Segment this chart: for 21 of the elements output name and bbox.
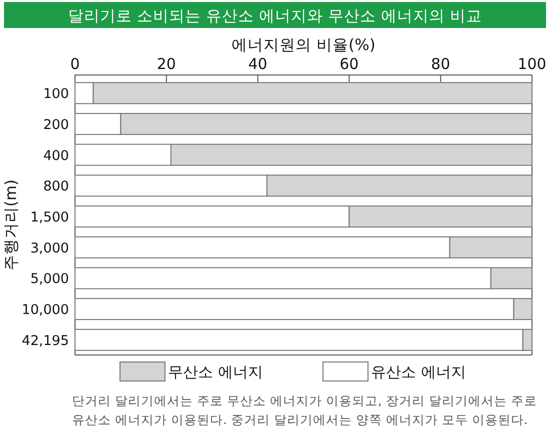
y-tick-label: 200 (43, 116, 69, 133)
legend-label: 무산소 에너지 (168, 363, 263, 381)
x-tick-label: 60 (340, 55, 359, 73)
x-axis-title: 에너지원의 비율(%) (232, 36, 376, 54)
x-tick-label: 0 (70, 55, 80, 73)
y-axis-title: 주행거리(m) (2, 179, 20, 271)
x-tick-label: 100 (518, 55, 546, 73)
y-tick-label: 800 (43, 178, 69, 195)
x-tick-label: 20 (156, 55, 176, 73)
y-tick-label: 10,000 (22, 302, 69, 318)
legend-label: 유산소 에너지 (371, 363, 466, 381)
y-tick-label: 400 (43, 148, 69, 164)
y-tick-label: 3,000 (30, 240, 69, 256)
text: 단거리 달리기에서는 주로 무산소 에너지가 이용되고, 장거리 달리기에서는 주로 유산소 에너지가 이용된다. 중거리 달리기에서는 양쪽 에너지가 모두 이용된다. (72, 393, 541, 427)
y-tick-label: 1,500 (30, 210, 69, 226)
chart-title: 달리기로 소비되는 유산소 에너지와 무산소 에너지의 비교 (68, 7, 482, 25)
y-tick-label: 42,195 (22, 332, 69, 349)
x-tick-label: 40 (248, 55, 268, 73)
y-tick-label: 100 (43, 86, 69, 102)
y-tick-label: 5,000 (30, 271, 69, 288)
x-tick-label: 80 (431, 55, 450, 73)
